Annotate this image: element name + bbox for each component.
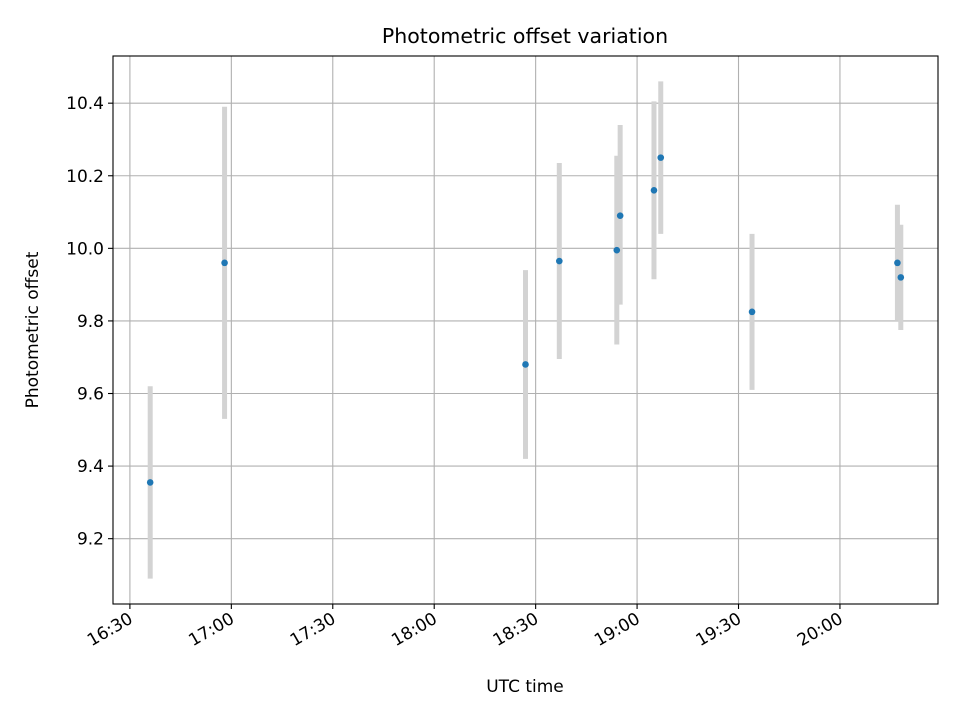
x-tick-label: 19:30 — [693, 609, 745, 651]
x-tick-label: 18:30 — [490, 609, 542, 651]
y-tick-label: 9.4 — [77, 457, 104, 477]
x-tick-label: 19:00 — [591, 609, 643, 651]
data-point — [613, 246, 621, 254]
y-tick-label: 9.6 — [77, 385, 104, 405]
y-axis-ticks: 9.2 9.4 9.6 9.8 10.0 10.2 10.4 — [66, 94, 113, 550]
y-tick-label: 10.4 — [66, 94, 104, 114]
x-tick-label: 20:00 — [794, 609, 846, 651]
data-point — [894, 259, 901, 267]
y-tick-label: 9.8 — [77, 312, 104, 332]
x-tick-label: 17:00 — [185, 609, 237, 651]
y-tick-label: 9.2 — [77, 530, 104, 550]
data-point — [146, 479, 154, 486]
x-tick-label: 18:00 — [388, 609, 440, 651]
x-axis-ticks: 16:30 17:00 17:30 18:00 18:30 19:00 19:30 20:00 — [84, 604, 846, 651]
data-point — [221, 259, 228, 267]
data-point — [657, 154, 665, 161]
x-axis-label: UTC time — [486, 677, 564, 697]
data-point — [748, 308, 756, 316]
data-point — [522, 361, 529, 368]
data-points — [146, 154, 905, 486]
data-point — [616, 212, 624, 219]
chart-title: Photometric offset variation — [382, 24, 668, 48]
x-tick-label: 16:30 — [84, 609, 136, 651]
data-point — [650, 186, 658, 194]
error-bars — [147, 81, 904, 579]
data-point — [897, 274, 905, 281]
y-axis-label: Photometric offset — [23, 251, 43, 408]
y-tick-label: 10.0 — [66, 239, 104, 259]
x-tick-label: 17:30 — [287, 609, 339, 651]
y-tick-label: 10.2 — [66, 167, 104, 187]
data-point — [556, 257, 563, 265]
plot-frame — [112, 55, 939, 605]
grid-lines — [113, 56, 938, 604]
